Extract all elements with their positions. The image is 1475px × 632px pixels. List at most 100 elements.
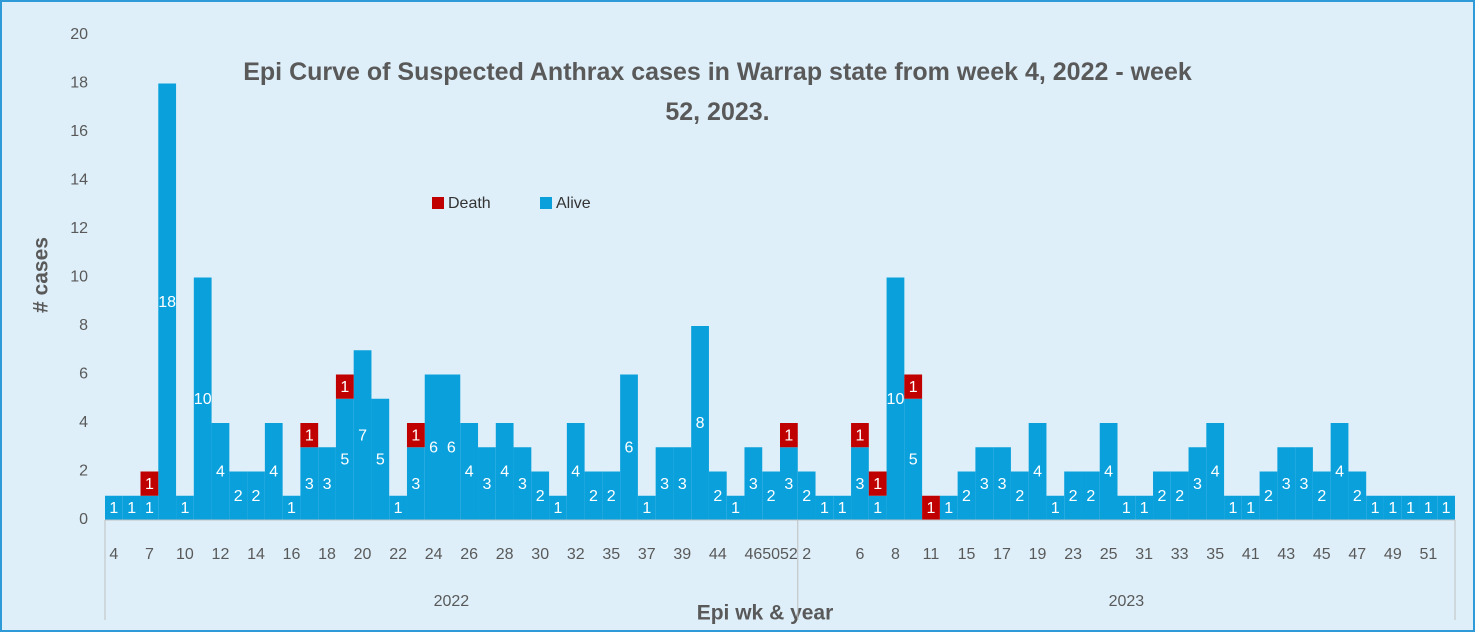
data-label: 4: [1033, 464, 1042, 481]
bar: [1064, 471, 1082, 520]
data-label: 1: [820, 500, 829, 517]
y-tick-label: 0: [79, 511, 88, 528]
data-label: 2: [1069, 488, 1078, 505]
data-label: 2: [1015, 488, 1024, 505]
x-tick-label: 19: [1029, 546, 1047, 563]
data-label: 2: [1086, 488, 1095, 505]
bar: [691, 326, 709, 520]
data-label: 1: [927, 500, 936, 517]
y-tick-label: 12: [70, 220, 88, 237]
data-label: 4: [500, 464, 509, 481]
bar: [1401, 495, 1420, 520]
bar: [762, 471, 780, 520]
data-label: 3: [855, 476, 864, 493]
bar: [1241, 495, 1260, 520]
y-tick-label: 8: [79, 317, 88, 334]
x-tick-label: 50: [762, 546, 780, 563]
y-axis-label: # cases: [30, 237, 53, 313]
data-label: 3: [482, 476, 491, 493]
x-tick-label: 45: [1313, 546, 1331, 563]
bar: [442, 374, 461, 520]
bar: [318, 447, 336, 520]
data-label: 1: [340, 379, 349, 396]
bar: [406, 447, 425, 520]
bar: [584, 471, 603, 520]
bar: [1206, 423, 1225, 520]
bar: [122, 495, 141, 520]
bar: [1348, 471, 1367, 520]
x-tick-label: 52: [780, 546, 798, 563]
bar: [655, 447, 674, 520]
data-label: 2: [962, 488, 971, 505]
x-tick-label: 35: [602, 546, 620, 563]
bar: [335, 374, 354, 399]
y-tick-label: 2: [79, 463, 88, 480]
bar: [1046, 495, 1065, 520]
x-tick-label: 6: [855, 546, 864, 563]
data-label: 1: [873, 500, 882, 517]
bar: [1081, 471, 1100, 520]
bar: [158, 83, 177, 520]
bar: [1099, 423, 1118, 520]
data-label: 3: [518, 476, 527, 493]
data-label: 1: [145, 476, 154, 493]
x-tick-label: 33: [1171, 546, 1189, 563]
bar: [1117, 495, 1136, 520]
x-tick-label: 49: [1384, 546, 1402, 563]
data-label: 1: [180, 500, 189, 517]
bar: [140, 495, 159, 520]
data-label: 1: [784, 427, 793, 444]
x-tick-label: 41: [1242, 546, 1260, 563]
bar: [264, 423, 283, 520]
bar: [886, 277, 905, 520]
data-label: 1: [305, 427, 314, 444]
data-label: 2: [252, 488, 261, 505]
bar: [531, 471, 550, 520]
bar: [851, 423, 869, 448]
data-label: 4: [1211, 464, 1220, 481]
data-label: 2: [1175, 488, 1184, 505]
bar: [726, 495, 745, 520]
bar: [602, 471, 621, 520]
bar: [460, 423, 479, 520]
x-tick-label: 20: [354, 546, 372, 563]
x-tick-label: 8: [891, 546, 900, 563]
data-label: 1: [1442, 500, 1451, 517]
bar: [868, 495, 887, 520]
bar: [1330, 423, 1349, 520]
x-tick-label: 31: [1135, 546, 1153, 563]
bar: [105, 495, 123, 520]
bar: [424, 374, 443, 520]
bar: [1295, 447, 1313, 520]
x-tick-label: 15: [958, 546, 976, 563]
x-tick-label: 32: [567, 546, 585, 563]
data-label: 1: [394, 500, 403, 517]
data-label: 8: [696, 415, 705, 432]
data-label: 3: [749, 476, 758, 493]
data-label: 3: [1300, 476, 1309, 493]
bar: [1259, 471, 1278, 520]
data-label: 4: [216, 464, 225, 481]
x-tick-label: 25: [1100, 546, 1118, 563]
x-tick-label: 43: [1277, 546, 1295, 563]
y-tick-label: 18: [70, 75, 88, 92]
x-tick-label: 22: [389, 546, 407, 563]
bar: [282, 495, 301, 520]
x-tick-label: 35: [1206, 546, 1224, 563]
data-label: 1: [838, 500, 847, 517]
data-label: 1: [411, 427, 420, 444]
x-tick-label: 39: [673, 546, 691, 563]
bar: [300, 447, 319, 520]
bar: [1277, 447, 1296, 520]
bar: [620, 374, 638, 520]
bar: [229, 471, 248, 520]
data-label: 2: [1353, 488, 1362, 505]
bar: [1010, 471, 1029, 520]
bar: [1224, 495, 1242, 520]
bar: [389, 495, 407, 520]
data-label: 7: [358, 427, 367, 444]
bar: [744, 447, 763, 520]
bar: [1383, 495, 1402, 520]
